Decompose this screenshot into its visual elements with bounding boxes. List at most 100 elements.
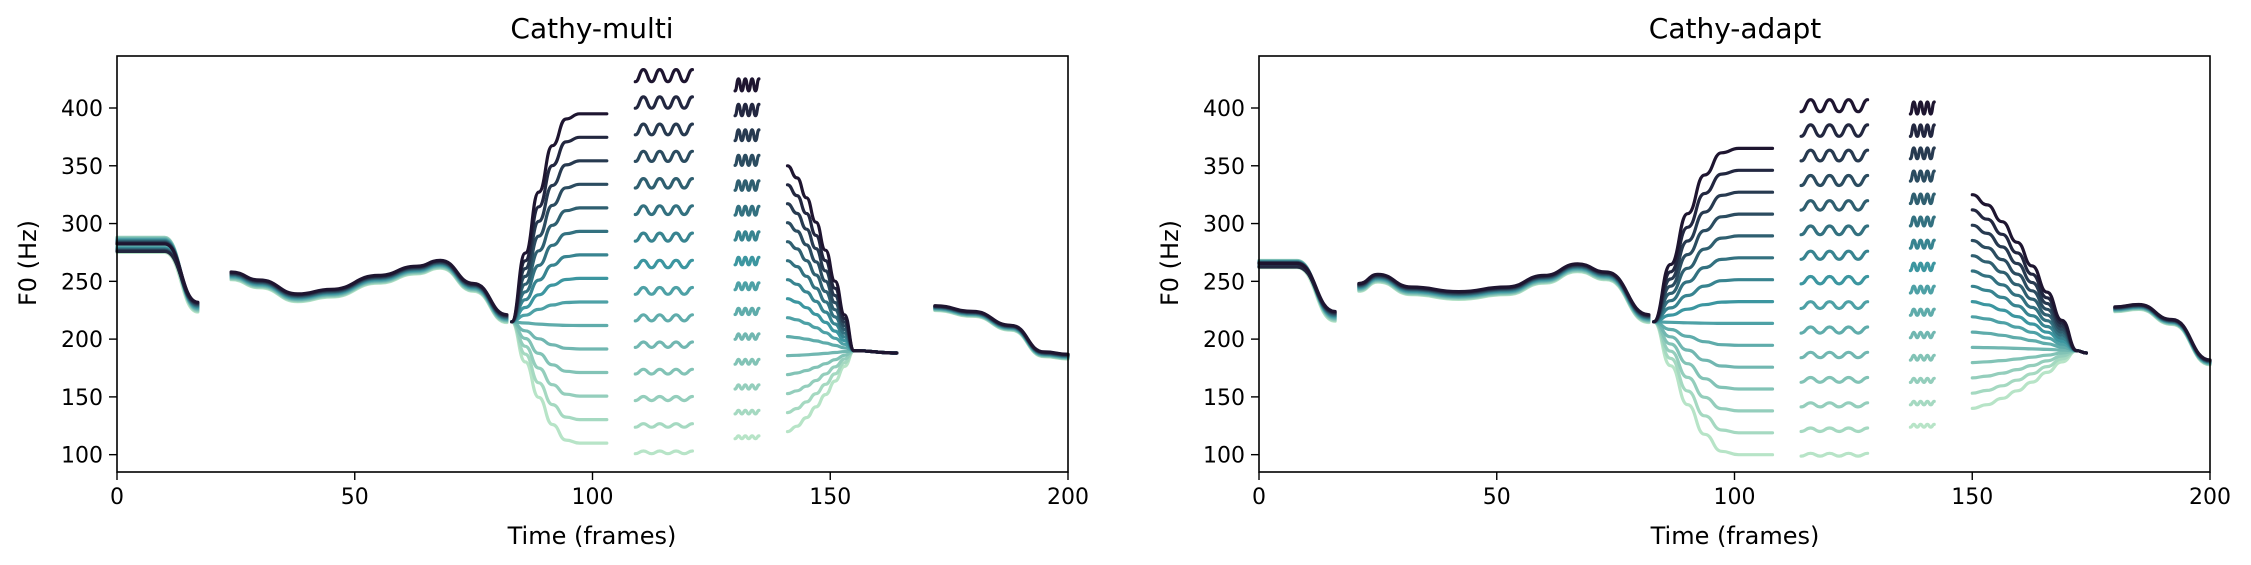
series-segment (733, 153, 761, 168)
series-segment (785, 183, 856, 353)
series-segment (1908, 399, 1936, 407)
series-segment (1970, 284, 2079, 353)
series-segment (933, 304, 1070, 356)
series-segment (510, 320, 609, 328)
series-segment (633, 394, 694, 403)
series-segment (1970, 349, 2079, 365)
series-segment (733, 408, 761, 416)
series-segment (785, 259, 856, 353)
series-segment (1908, 123, 1936, 139)
series-segment (1652, 212, 1775, 324)
x-tick-label: 50 (341, 485, 369, 510)
series-segment (733, 306, 761, 317)
series-segment (1970, 238, 2079, 353)
series-segment (510, 320, 609, 422)
series-segment (633, 67, 694, 84)
series-segment (1908, 215, 1936, 228)
series-segment (633, 367, 694, 376)
x-tick-label: 200 (1047, 485, 1089, 510)
x-tick-label: 50 (1483, 485, 1511, 510)
series-segment (1799, 224, 1870, 237)
series-segment (733, 77, 761, 93)
series-segment (633, 313, 694, 323)
series-segment (510, 276, 609, 324)
series-line (115, 230, 1070, 358)
series-line (115, 244, 1070, 377)
series-segment (633, 340, 694, 350)
series-segment (1652, 320, 1775, 325)
series-segment (1908, 284, 1936, 295)
series-segment (1652, 234, 1775, 324)
y-tick-label: 300 (1203, 213, 1245, 238)
series-line (115, 122, 1070, 357)
y-tick-label: 300 (61, 213, 103, 238)
plot-frame (116, 55, 1069, 473)
series-segment (1970, 315, 2079, 353)
series-segment (1357, 262, 1651, 317)
series-segment (1799, 199, 1870, 212)
series-segment (633, 204, 694, 217)
series-segment (1652, 190, 1775, 324)
series-segment (785, 349, 856, 434)
series-segment (1799, 274, 1870, 286)
series-segment (1970, 193, 2079, 353)
series-line (115, 67, 1070, 356)
chart-panel-cathy-multi: Cathy-multi Time (frames) F0 (Hz) 0 50 100… (14, 12, 1089, 550)
series-segment (785, 164, 856, 353)
y-tick-label: 200 (61, 328, 103, 353)
series-line (1257, 259, 2212, 365)
series-segment (785, 349, 856, 358)
series-segment (229, 264, 509, 323)
series-segment (852, 349, 899, 355)
plot-frame (1258, 55, 2211, 473)
series-segment (633, 122, 694, 137)
series-segment (785, 278, 856, 353)
series-segment (633, 258, 694, 270)
series-segment (1652, 300, 1775, 324)
x-axis-label: Time (frames) (507, 522, 677, 550)
series-line (1257, 265, 2212, 458)
series-segment (1652, 320, 1775, 435)
series-segment (510, 320, 609, 445)
series-segment (633, 449, 694, 456)
series-segment (1799, 249, 1870, 261)
series-segment (1908, 192, 1936, 206)
series-segment (1970, 345, 2079, 353)
series-segment (1799, 451, 1870, 458)
series-segment (1652, 320, 1775, 369)
series-segment (510, 112, 609, 324)
series-segment (633, 149, 694, 164)
series-segment (933, 306, 1070, 359)
series-segment (733, 255, 761, 267)
series-segment (1908, 353, 1936, 362)
series-line (1257, 98, 2212, 362)
chart-panel-cathy-adapt: Cathy-adapt Time (frames) F0 (Hz) 0 50 100… (1156, 12, 2231, 550)
series-line (1257, 259, 2212, 369)
y-tick-label: 100 (1203, 444, 1245, 469)
series-segment (510, 159, 609, 324)
x-axis-label: Time (frames) (1650, 522, 1820, 550)
series-segment (2075, 349, 2088, 355)
series-segment (633, 285, 694, 296)
y-tick-label: 150 (1203, 386, 1245, 411)
series-segment (1652, 278, 1775, 324)
series-segment (1652, 320, 1775, 391)
series-segment (785, 349, 856, 415)
series-segment (1970, 349, 2079, 395)
series-segment (510, 320, 609, 398)
y-tick-label: 150 (61, 386, 103, 411)
x-tick-label: 100 (1714, 485, 1756, 510)
series-segment (785, 202, 856, 353)
series-segment (1970, 349, 2079, 410)
axis-ticks: 0 50 100 150 200 100 150 200 250 300 350 400 (61, 97, 1089, 510)
series-segment (1799, 325, 1870, 335)
series-segment (229, 263, 509, 322)
series-segment (733, 357, 761, 366)
series-segment (633, 95, 694, 110)
y-tick-label: 350 (1203, 155, 1245, 180)
chart-title: Cathy-adapt (1649, 12, 1821, 45)
x-tick-label: 150 (1951, 485, 1993, 510)
series-segment (1799, 350, 1870, 360)
series-line (115, 235, 1070, 403)
